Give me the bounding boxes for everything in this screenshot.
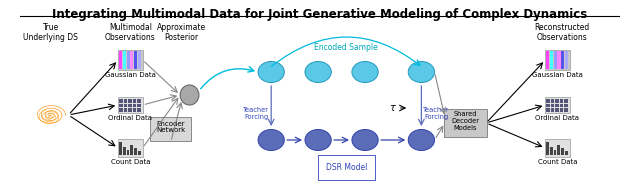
Bar [564,103,568,107]
Bar [131,51,134,69]
FancyBboxPatch shape [118,50,143,70]
Bar [565,51,568,69]
Bar [556,108,559,112]
Text: Reconstructed
Observations: Reconstructed Observations [534,23,590,42]
Bar [551,108,554,112]
Bar [123,147,125,155]
Text: Encoded Sample: Encoded Sample [314,43,378,52]
Text: DSR Model: DSR Model [326,163,367,172]
Bar [556,103,559,107]
Bar [124,108,127,112]
Text: Teacher
Forcing: Teacher Forcing [243,107,269,120]
Bar [557,145,560,155]
Ellipse shape [258,130,284,151]
Text: Ordinal Data: Ordinal Data [536,115,579,121]
Text: Shared
Decoder
Models: Shared Decoder Models [451,111,479,131]
Bar [127,51,130,69]
Text: Gaussian Data: Gaussian Data [532,72,583,78]
Bar [119,108,123,112]
Bar [551,103,554,107]
Bar [127,150,129,155]
Text: Ordinal Data: Ordinal Data [108,115,152,121]
Bar [128,108,132,112]
Text: Multimodal
Observations: Multimodal Observations [105,23,156,42]
Bar [560,108,563,112]
Bar [565,151,568,155]
Bar [137,99,141,103]
Bar [134,148,137,155]
Text: Count Data: Count Data [538,159,577,165]
FancyBboxPatch shape [150,117,191,141]
Bar [554,51,557,69]
Bar [134,51,137,69]
Bar [550,51,553,69]
FancyBboxPatch shape [118,97,143,113]
Bar [546,51,549,69]
FancyBboxPatch shape [545,50,570,70]
Bar [138,151,141,155]
Bar [546,99,550,103]
Bar [124,103,127,107]
Bar [138,51,141,69]
Ellipse shape [258,62,284,83]
Bar [564,99,568,103]
Bar [551,99,554,103]
Ellipse shape [408,62,435,83]
Bar [564,108,568,112]
Text: Count Data: Count Data [111,159,150,165]
Bar [560,99,563,103]
Bar [554,150,556,155]
Bar [557,51,561,69]
Ellipse shape [180,85,199,105]
Bar [123,51,126,69]
Bar [132,108,136,112]
Bar [128,103,132,107]
Bar [546,142,549,155]
Bar [119,51,122,69]
Ellipse shape [352,62,378,83]
Bar [119,99,123,103]
Bar [132,99,136,103]
Bar [546,103,550,107]
Bar [132,103,136,107]
Text: True
Underlying DS: True Underlying DS [23,23,78,42]
Bar [131,145,133,155]
Text: Gaussian Data: Gaussian Data [105,72,156,78]
FancyBboxPatch shape [545,97,570,113]
Bar [128,99,132,103]
Ellipse shape [408,130,435,151]
Bar [561,148,564,155]
Ellipse shape [352,130,378,151]
Bar [561,51,564,69]
Text: τ: τ [389,103,396,113]
Ellipse shape [305,130,332,151]
FancyBboxPatch shape [444,109,487,137]
FancyBboxPatch shape [545,139,570,157]
Bar [119,103,123,107]
Bar [560,103,563,107]
Bar [137,103,141,107]
Bar [137,108,141,112]
Bar [546,108,550,112]
Text: Encoder
Network: Encoder Network [156,121,186,133]
Bar [556,99,559,103]
Text: Integrating Multimodal Data for Joint Generative Modeling of Complex Dynamics: Integrating Multimodal Data for Joint Ge… [52,8,588,21]
Text: Approximate
Posterior: Approximate Posterior [157,23,205,42]
Bar [550,147,553,155]
Text: Teacher
Forcing: Teacher Forcing [424,107,449,120]
Bar [124,99,127,103]
Bar [119,142,122,155]
Ellipse shape [305,62,332,83]
FancyBboxPatch shape [118,139,143,157]
